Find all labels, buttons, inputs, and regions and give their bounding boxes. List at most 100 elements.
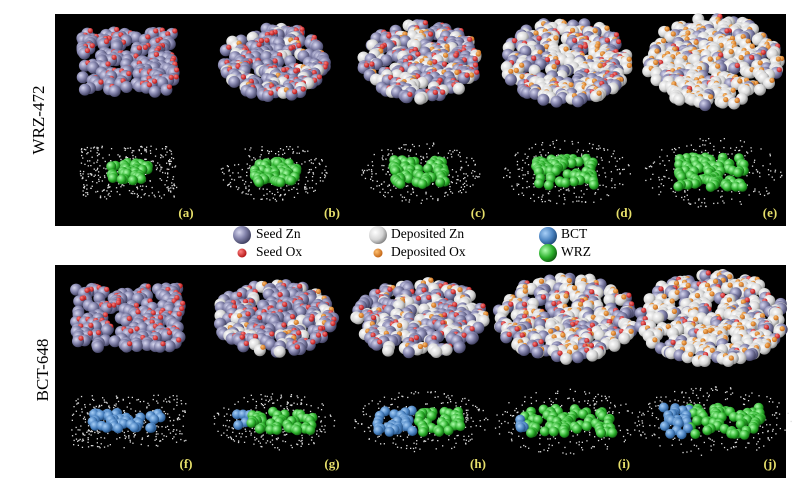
atom-dot: [276, 399, 279, 401]
atom-dot: [421, 199, 423, 201]
atom-dot: [479, 173, 481, 175]
atom-dot: [160, 154, 162, 156]
atom-dot: [432, 142, 435, 144]
atom-dot: [666, 155, 668, 157]
atom-dot: [279, 148, 282, 150]
atom-dot: [107, 187, 109, 189]
atom: [417, 343, 423, 350]
atom-dot: [448, 439, 450, 441]
atom-dot: [282, 440, 284, 442]
atom-dot: [262, 188, 264, 190]
atom-dot: [699, 145, 701, 147]
atom-dot: [566, 189, 568, 191]
atom: [236, 291, 242, 298]
atom-dot: [279, 195, 281, 197]
atom-dot: [587, 150, 589, 152]
atom: [775, 56, 782, 62]
atom-dot: [87, 160, 89, 162]
atom-dot: [181, 433, 183, 435]
atom-dot: [545, 154, 547, 156]
atom: [754, 83, 766, 96]
atom-dot: [675, 195, 677, 197]
atom-dot: [563, 203, 565, 205]
atom-dot: [128, 437, 130, 439]
atom: [149, 319, 155, 325]
atom-dot: [449, 186, 451, 188]
atom-dot: [100, 436, 102, 439]
atom-dot: [514, 154, 516, 157]
atom-dot: [110, 160, 112, 162]
atom-dot: [250, 409, 252, 411]
atom-dot: [246, 171, 248, 173]
atom-dot: [227, 436, 230, 439]
atom-dot: [416, 440, 418, 442]
atom-dot: [146, 406, 148, 408]
atom-dot: [305, 191, 307, 193]
atom-dot: [319, 163, 321, 166]
atom-dot: [302, 149, 304, 152]
atom-dot: [671, 179, 673, 181]
atom-dot: [452, 151, 454, 153]
atom-dot: [225, 425, 227, 427]
atom: [135, 309, 141, 315]
atom-dot: [95, 405, 97, 408]
atom-dot: [576, 200, 578, 202]
atom-dot: [115, 403, 117, 405]
core-atom: [395, 178, 406, 189]
atom-dot: [84, 406, 86, 408]
core-atom: [676, 172, 687, 183]
atom-dot: [750, 147, 752, 149]
atom-dot: [148, 195, 150, 197]
atom-dot: [170, 191, 172, 193]
atom: [432, 59, 438, 65]
atom-dot: [109, 195, 111, 197]
atom-dot: [128, 435, 130, 437]
atom-dot: [115, 405, 117, 407]
atom-dot: [164, 412, 167, 415]
atom-dot: [280, 187, 282, 189]
atom-dot: [751, 165, 754, 167]
atom-dot: [243, 183, 246, 185]
atom-dot: [177, 417, 180, 419]
atom-dot: [168, 416, 171, 418]
atom: [87, 28, 93, 34]
atom-dot: [241, 433, 243, 435]
atom-dot: [155, 444, 157, 447]
atom: [715, 63, 721, 69]
atom-dot: [286, 401, 289, 403]
atom-dot: [619, 158, 621, 160]
atom-dot: [246, 163, 248, 165]
atom-dot: [362, 171, 365, 173]
atom-dot: [384, 196, 386, 198]
atom-dot: [155, 148, 157, 150]
atom-dot: [582, 149, 584, 152]
atom-dot: [412, 447, 415, 450]
atom-dot: [146, 407, 148, 409]
atom-dot: [145, 185, 147, 188]
atom-dot: [263, 407, 266, 409]
atom-dot: [270, 150, 273, 152]
atom-dot: [449, 150, 451, 152]
atom: [179, 305, 185, 312]
atom-dot: [103, 446, 106, 448]
atom-dot: [407, 191, 409, 193]
atom-dot: [97, 167, 99, 169]
atom: [426, 294, 432, 300]
atom-dot: [460, 160, 462, 162]
atom-dot: [108, 405, 110, 407]
atom-dot: [171, 157, 173, 159]
atom-dot: [229, 175, 231, 177]
atom-dot: [172, 438, 174, 440]
atom-dot: [242, 191, 244, 193]
atom-dot: [94, 174, 96, 176]
atom-dot: [465, 191, 467, 193]
atom-dot: [308, 443, 310, 445]
atom-dot: [134, 410, 137, 412]
atom: [673, 93, 686, 106]
atom-dot: [659, 163, 661, 165]
core-atom: [136, 174, 147, 184]
atom-dot: [176, 418, 179, 420]
atom-dot: [251, 159, 253, 161]
atom-dot: [134, 192, 136, 195]
atom-dot: [398, 147, 400, 149]
